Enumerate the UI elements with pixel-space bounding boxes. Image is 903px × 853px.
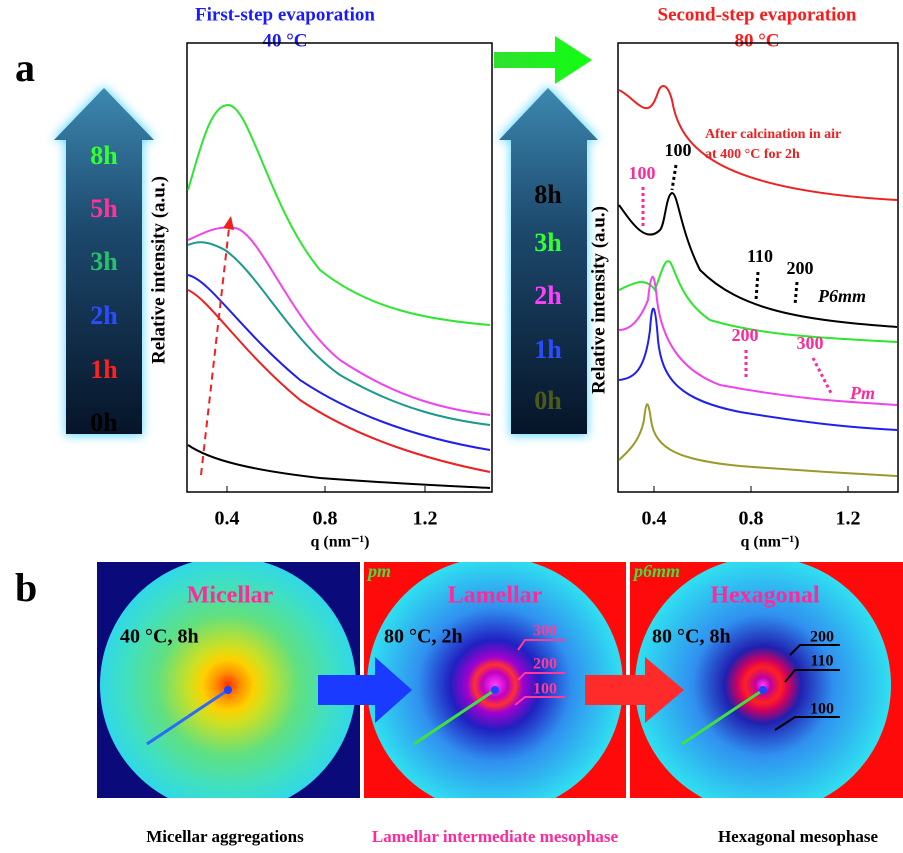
image-corner: pm — [366, 561, 391, 581]
beam-center — [759, 686, 767, 694]
trend-arrow — [201, 228, 229, 475]
curve — [188, 105, 490, 325]
y-axis-label: Relative intensity (a.u.) — [148, 176, 169, 364]
image-title: Micellar — [187, 583, 274, 609]
ring-label: 100 — [533, 681, 557, 698]
chart-subtitle: 40 °C — [262, 30, 307, 51]
time-label: 0h — [90, 408, 118, 437]
panel-label: b — [15, 565, 37, 610]
annotation: at 400 °C for 2h — [705, 147, 800, 162]
time-label: 8h — [90, 141, 118, 170]
x-axis-label: q (nm⁻¹) — [310, 534, 369, 551]
arrow-body — [499, 88, 598, 434]
ring-label: 300 — [533, 623, 557, 640]
annotation: After calcination in air — [705, 127, 841, 142]
chart-subtitle: 80 °C — [734, 30, 779, 51]
trend-arrow-head — [223, 216, 234, 230]
ring-label: 200 — [810, 629, 834, 646]
curve — [188, 445, 490, 488]
time-label: 0h — [534, 386, 562, 415]
beam-center — [491, 686, 499, 694]
curve — [619, 86, 897, 200]
annotation: 100 — [665, 140, 692, 160]
annotation: 100 — [629, 163, 656, 183]
time-label: 1h — [534, 335, 562, 364]
time-label: 8h — [534, 180, 562, 209]
page: {"panel_a": { "label": "a", "left_chart"… — [0, 0, 903, 853]
time-label: 1h — [90, 355, 118, 384]
step-arrow — [494, 36, 592, 84]
plot-frame — [187, 43, 492, 492]
image-title: Lamellar — [448, 583, 543, 609]
x-tick-label: 0.8 — [313, 508, 338, 530]
curve — [188, 275, 490, 450]
time-arrow: 8h 3h 2h 1h 0h — [497, 86, 600, 436]
panel-label: a — [15, 45, 35, 90]
plot-frame — [618, 43, 898, 492]
annotation: 300 — [797, 333, 824, 353]
curve — [188, 290, 490, 472]
annotation: P6mm — [817, 286, 866, 306]
right-chart: After calcination in air at 400 °C for 2… — [588, 43, 898, 551]
chart-title: Second-step evaporation — [658, 4, 857, 25]
peak-arrow — [672, 165, 676, 190]
peak-arrows — [643, 165, 832, 395]
image-condition: 40 °C, 8h — [120, 626, 199, 648]
ring-label: 110 — [810, 653, 833, 670]
peak-arrow — [813, 358, 832, 395]
chart-title: First-step evaporation — [195, 4, 375, 25]
time-label: 2h — [534, 281, 562, 310]
annotation: 200 — [787, 258, 814, 278]
body: a First-step evaporation 40 °C Second-st… — [0, 0, 903, 853]
y-axis-label: Relative intensity (a.u.) — [588, 206, 609, 394]
time-label: 3h — [534, 228, 562, 257]
x-tick-label: 0.8 — [739, 508, 764, 530]
left-chart: Relative intensity (a.u.) 0.4 0.8 1.2 q … — [148, 43, 492, 551]
annotation: 110 — [747, 246, 773, 266]
x-tick-label: 0.4 — [215, 508, 240, 530]
time-label: 5h — [90, 194, 118, 223]
caption: Micellar aggregations — [146, 827, 304, 846]
image-title: Hexagonal — [710, 583, 820, 609]
caption: Hexagonal mesophase — [718, 827, 879, 846]
time-label: 3h — [90, 247, 118, 276]
caption: Lamellar intermediate mesophase — [372, 827, 619, 846]
x-tick-label: 1.2 — [413, 508, 438, 530]
x-tick-label: 0.4 — [642, 508, 667, 530]
peak-arrow — [795, 282, 797, 305]
time-arrow: 8h 5h 3h 2h 1h 0h — [52, 86, 156, 437]
annotation: 200 — [732, 325, 759, 345]
x-tick-label: 1.2 — [836, 508, 861, 530]
image-condition: 80 °C, 8h — [652, 626, 731, 648]
peak-arrow — [756, 272, 758, 300]
x-axis-label: q (nm⁻¹) — [740, 534, 799, 551]
image-corner: p6mm — [632, 561, 680, 581]
ring-label: 200 — [533, 656, 557, 673]
annotation: Pm — [849, 383, 875, 403]
figure: a First-step evaporation 40 °C Second-st… — [0, 0, 903, 853]
image-condition: 80 °C, 2h — [384, 626, 463, 648]
ring-label: 100 — [810, 701, 834, 718]
time-label: 2h — [90, 301, 118, 330]
beam-center — [224, 686, 232, 694]
